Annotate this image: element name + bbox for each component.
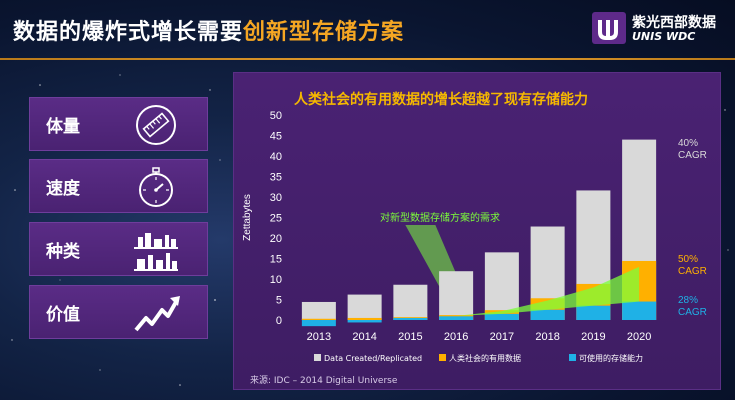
chart-panel: 人类社会的有用数据的增长超越了现有存储能力 0 5 10 15 20 25 30 35 40 45… (233, 72, 721, 390)
bar-storage-capacity (622, 301, 657, 320)
feature-card-value: 价值 (29, 285, 208, 339)
bar-useful-data (347, 317, 382, 320)
assorted-objects-icon (126, 227, 186, 273)
growth-bar-chart: 0 5 10 15 20 25 30 35 40 45 50 Zettabytes 2013 2014 20… (242, 110, 707, 363)
y-axis-label: Zettabytes (242, 194, 253, 241)
storage-gap-band (456, 266, 640, 316)
ruler-circle-icon (126, 102, 186, 148)
legend-label: Data Created/Replicated (324, 354, 422, 363)
bar-storage-capacity (576, 305, 611, 320)
y-tick-label: 20 (270, 233, 282, 245)
cagr-label: 28% (678, 295, 698, 306)
cagr-label: 50% (678, 254, 698, 265)
bar-data-created (393, 284, 428, 320)
bar-useful-data (301, 318, 336, 320)
bar-data-created (439, 271, 474, 320)
bar-data-created (347, 294, 382, 320)
legend-label: 可使用的存储能力 (579, 353, 643, 363)
feature-card-variety: 种类 (29, 222, 208, 276)
cagr-label: CAGR (678, 266, 707, 277)
y-tick-label: 0 (276, 315, 282, 327)
logo-text-cn: 紫光西部数据 (632, 15, 716, 31)
x-tick-label: 2018 (535, 331, 559, 343)
feature-label: 体量 (46, 117, 80, 137)
stopwatch-icon (126, 164, 186, 210)
legend-swatch (439, 354, 446, 361)
source-note: 来源: IDC – 2014 Digital Universe (250, 376, 398, 386)
y-tick-label: 40 (270, 151, 282, 163)
y-tick-label: 5 (276, 295, 282, 307)
feature-label: 种类 (46, 242, 80, 262)
y-tick-label: 25 (270, 213, 282, 225)
feature-label: 速度 (46, 179, 80, 199)
logo-text-en: UNIS WDC (632, 30, 696, 43)
y-tick-label: 45 (270, 131, 282, 143)
legend-swatch (569, 354, 576, 361)
legend-label: 人类社会的有用数据 (449, 353, 521, 363)
cagr-label: CAGR (678, 307, 707, 318)
y-tick-label: 10 (270, 274, 282, 286)
feature-card-volume: 体量 (29, 97, 208, 151)
y-tick-label: 15 (270, 254, 282, 266)
bar-storage-capacity (530, 309, 565, 320)
feature-label: 价值 (46, 305, 80, 325)
page-title-main: 数据的爆炸式增长需要 (13, 20, 244, 45)
bar-storage-capacity (301, 320, 336, 327)
header-bar: 数据的爆炸式增长需要创新型存储方案 紫光西部数据 UNIS WDC (0, 0, 735, 58)
feature-card-velocity: 速度 (29, 159, 208, 213)
bar-storage-capacity (347, 320, 382, 323)
logo-badge-icon (592, 12, 626, 44)
bar-storage-capacity (439, 316, 474, 320)
rising-trend-arrow-icon (126, 290, 186, 336)
y-tick-label: 35 (270, 172, 282, 184)
cagr-label: CAGR (678, 150, 707, 161)
demand-annotation: 对新型数据存储方案的需求 (380, 211, 500, 224)
cagr-label: 40% (678, 138, 698, 149)
x-tick-label: 2013 (307, 331, 331, 343)
bar-data-created (301, 301, 336, 320)
y-tick-label: 30 (270, 192, 282, 204)
x-tick-label: 2015 (398, 331, 422, 343)
y-tick-label: 50 (270, 110, 282, 122)
company-logo: 紫光西部数据 UNIS WDC (592, 12, 732, 46)
bar-storage-capacity (484, 313, 519, 320)
x-tick-label: 2016 (444, 331, 468, 343)
x-tick-label: 2014 (352, 331, 376, 343)
chart-title: 人类社会的有用数据的增长超越了现有存储能力 (294, 92, 588, 108)
x-tick-label: 2020 (627, 331, 651, 343)
header-divider (0, 58, 735, 60)
page-title-highlight: 创新型存储方案 (243, 20, 405, 45)
x-tick-label: 2017 (490, 331, 514, 343)
page-title: 数据的爆炸式增长需要创新型存储方案 (13, 14, 404, 46)
bar-storage-capacity (393, 317, 428, 320)
legend-swatch (314, 354, 321, 361)
x-tick-label: 2019 (581, 331, 605, 343)
